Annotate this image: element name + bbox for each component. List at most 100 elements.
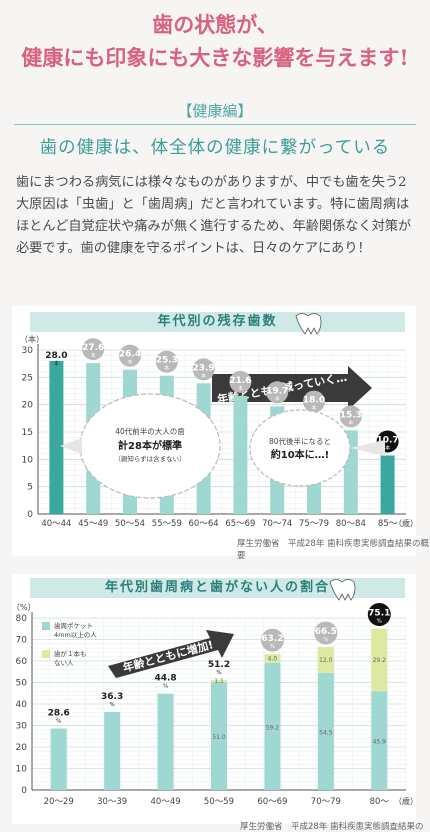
y-tick-label: 50 (16, 679, 28, 689)
data-label: 51.2 (208, 660, 230, 670)
value-badge (155, 350, 178, 373)
callout-left-line3: （親知らずは含まない） (114, 454, 185, 463)
bar-periodontal (264, 662, 281, 790)
data-label-unit: 本 (348, 419, 353, 426)
y-tick-label: 30 (22, 346, 34, 356)
section-label: 【健康編】 (0, 100, 430, 125)
data-label-unit: % (216, 670, 221, 676)
y-tick-label: 20 (16, 743, 28, 753)
data-label: 27.6 (82, 343, 104, 353)
tooth-mascot-icon (329, 579, 356, 601)
legend-label: 歯周ポケット (54, 621, 93, 630)
data-label: 19.7 (266, 386, 288, 396)
x-tick-label: 50〜54 (115, 519, 145, 529)
tooth-few-icon (249, 409, 351, 487)
data-label: 12.0 (319, 657, 333, 664)
bar-no-teeth (371, 628, 388, 692)
headline: 歯の状態が、 健康にも印象にも大きな影響を与えます! (0, 8, 430, 74)
data-label: 10.7 (376, 436, 398, 446)
y-tick-label: 20 (22, 401, 34, 411)
value-badge (303, 390, 325, 413)
legend-label: 歯が１本も (54, 649, 87, 658)
data-label-unit: 本 (385, 445, 390, 452)
callout-left-line1: 40代前半の大人の歯 (115, 426, 185, 436)
value-badge (192, 358, 215, 381)
y-tick-label: 60 (16, 657, 28, 667)
y-unit: （本） (20, 334, 44, 344)
y-tick-label: 0 (21, 786, 27, 796)
bar-periodontal (157, 693, 174, 790)
value-badge (260, 628, 284, 652)
y-tick-label: 25 (22, 373, 33, 383)
x-tick-label: 60〜69 (257, 797, 287, 807)
data-label: 44.8 (154, 674, 176, 684)
chart2-title: 年代別歯周病と歯がない人の割合 (30, 578, 405, 598)
data-label: 63.2 (261, 634, 283, 644)
callout-left-line2: 計28本が標準 (118, 439, 182, 452)
data-label: 54.5 (319, 729, 333, 736)
data-label-unit: 本 (238, 385, 243, 392)
chart1-svg: 051015202530（本）年齢とともに減っていく…40〜4428.0本45〜… (20, 313, 418, 529)
y-tick-label: 15 (22, 428, 33, 438)
data-label: 28.6 (48, 709, 70, 719)
callout-pointer (350, 440, 385, 456)
data-label: 1.1 (214, 678, 224, 685)
value-badge (314, 621, 338, 645)
data-label-unit: 本 (127, 359, 132, 366)
data-label: 4.0 (268, 655, 278, 662)
data-label-unit: 本 (201, 372, 206, 379)
y-tick-label: 40 (16, 700, 28, 710)
y-tick-label: 5 (27, 483, 33, 493)
legend-label: 4mm以上の人 (54, 630, 97, 639)
x-tick-label: 45〜49 (78, 519, 108, 529)
chart2-source: 厚生労働省 平成28年 歯科疾患実態調査結果の概要 (240, 822, 424, 832)
headline-line-1: 歯の状態が、 (152, 12, 278, 37)
banner-arrow (212, 366, 372, 410)
data-label-unit: % (377, 619, 382, 625)
x-unit: （歳） (394, 796, 418, 806)
callout-right-line2: 約10本に…! (271, 448, 329, 461)
value-badge (339, 405, 362, 428)
value-badge (266, 381, 289, 404)
y-tick-label: 10 (16, 765, 28, 775)
bar-periodontal (317, 672, 334, 790)
y-tick-label: 10 (22, 455, 34, 465)
chart2-svg: 0 10 20 30 40 50 60 70 80 （%） 歯周ポケット4mm以上の人歯が１本もない… (12, 579, 418, 807)
legend-swatch (42, 650, 50, 658)
data-label: 18.0 (303, 396, 325, 406)
value-badge (82, 338, 105, 361)
y-tick-label: 30 (16, 722, 28, 732)
data-label-unit: % (323, 637, 328, 643)
data-label: 21.6 (229, 376, 251, 386)
data-label: 45.9 (373, 739, 387, 746)
data-label-unit: 本 (164, 365, 169, 372)
y-unit: （%） (12, 603, 36, 612)
x-tick-label: 65〜69 (225, 519, 255, 529)
banner-arrow (108, 630, 234, 678)
banner-text: 年齢とともに増加! (121, 637, 214, 675)
bar-periodontal (104, 711, 121, 790)
bar-no-teeth (211, 679, 227, 683)
data-label: 23.9 (192, 363, 214, 373)
x-tick-label: 40〜44 (41, 519, 71, 529)
data-label: 15.3 (340, 410, 362, 420)
data-label-unit: % (163, 684, 168, 690)
bar-periodontal (50, 728, 67, 790)
bar (49, 360, 64, 514)
y-tick-label: 0 (27, 510, 33, 520)
data-label: 59.2 (266, 724, 280, 731)
data-label: 25.3 (156, 356, 178, 366)
value-badge (119, 344, 141, 367)
x-tick-label: 60〜64 (189, 519, 219, 529)
x-tick-label: 75〜79 (299, 519, 329, 529)
bar-no-teeth (317, 647, 334, 673)
data-label-unit: 本 (91, 352, 96, 359)
data-label: 28.0 (45, 351, 67, 361)
subheading: 歯の健康は、体全体の健康に繋がっている (39, 138, 391, 158)
x-tick-label: 80〜84 (336, 519, 366, 529)
data-label: 36.3 (101, 692, 123, 702)
y-tick-label: 80 (16, 614, 28, 624)
x-tick-label: 40〜49 (151, 797, 181, 807)
x-tick-label: 50〜59 (204, 797, 234, 807)
x-tick-label: 20〜29 (44, 797, 74, 807)
